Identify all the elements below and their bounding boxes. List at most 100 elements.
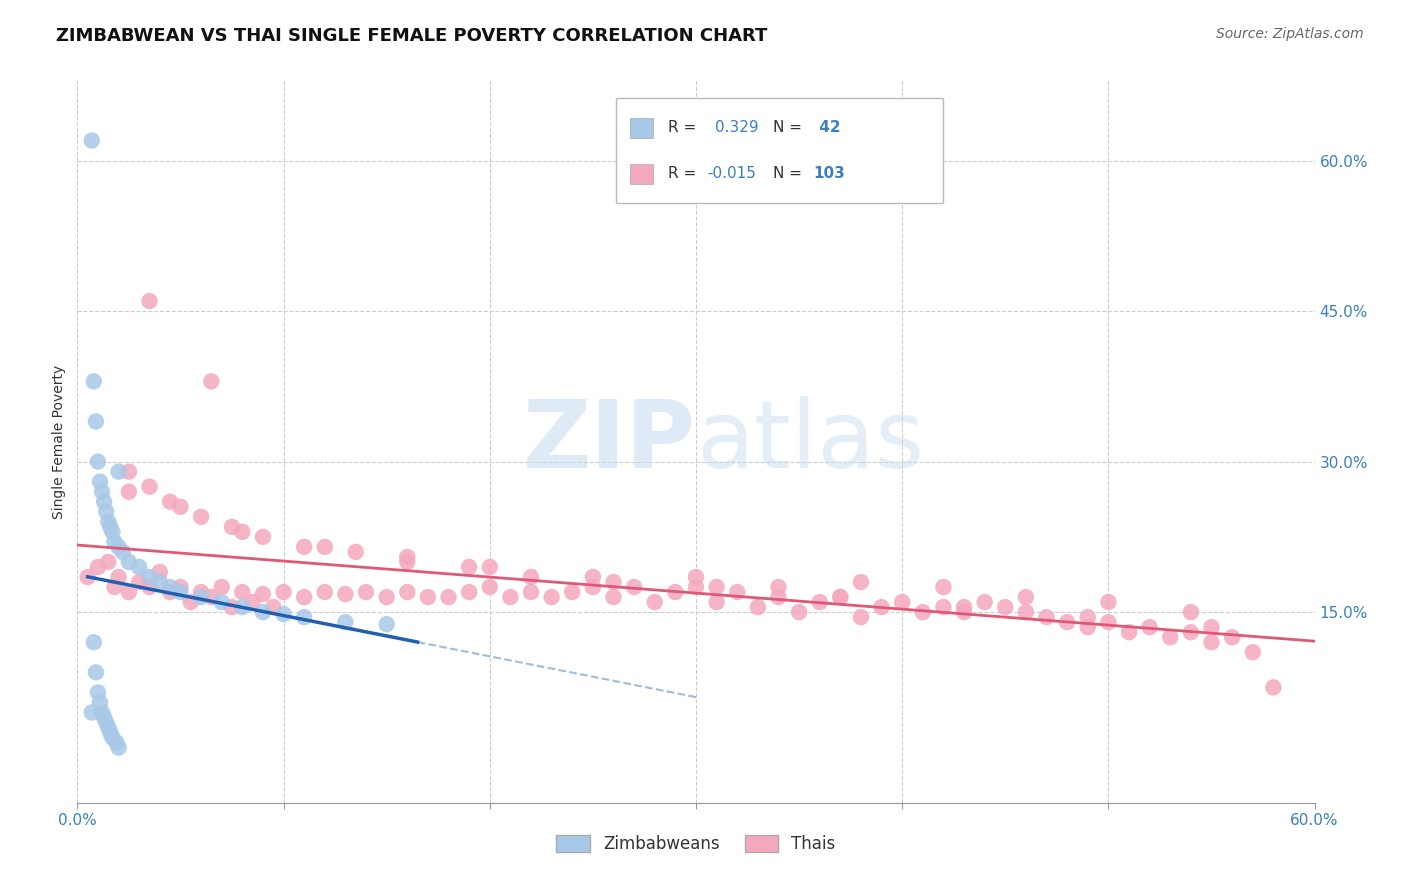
Point [169, 580, 191, 594]
Text: N =: N = [773, 120, 807, 136]
Point [128, 560, 150, 574]
Point [602, 590, 624, 604]
Point [787, 605, 810, 619]
Bar [630, 163, 652, 184]
Point [292, 590, 315, 604]
Point [478, 560, 501, 574]
Point [1159, 630, 1181, 644]
Point [231, 524, 253, 539]
Point [149, 565, 172, 579]
Point [1241, 645, 1264, 659]
Point [118, 465, 141, 479]
Point [870, 600, 893, 615]
Point [159, 585, 181, 599]
Point [1056, 615, 1078, 630]
Point [849, 575, 872, 590]
Point [973, 595, 995, 609]
Point [623, 580, 645, 594]
Point [520, 585, 543, 599]
Point [292, 540, 315, 554]
Point [169, 500, 191, 514]
Point [664, 585, 686, 599]
Point [231, 585, 253, 599]
Point [1015, 605, 1038, 619]
Point [107, 540, 129, 554]
Point [644, 595, 666, 609]
Point [107, 465, 129, 479]
Point [103, 580, 125, 594]
Point [97, 721, 120, 735]
Text: ZIP: ZIP [523, 395, 696, 488]
Point [314, 540, 336, 554]
Point [1015, 590, 1038, 604]
Text: R =: R = [668, 166, 700, 181]
Legend: Zimbabweans, Thais: Zimbabweans, Thais [550, 828, 842, 860]
Point [1077, 610, 1099, 624]
Y-axis label: Single Female Poverty: Single Female Poverty [52, 365, 66, 518]
Point [706, 595, 728, 609]
Point [190, 590, 212, 604]
Point [273, 585, 295, 599]
Point [1220, 630, 1243, 644]
Point [169, 585, 191, 599]
Point [747, 600, 769, 615]
Point [83, 635, 105, 649]
Point [292, 610, 315, 624]
Point [582, 580, 605, 594]
Point [83, 375, 105, 389]
Point [396, 555, 419, 569]
Point [242, 595, 264, 609]
Point [252, 587, 274, 601]
Point [98, 725, 121, 739]
Point [458, 585, 481, 599]
Point [180, 595, 202, 609]
Point [375, 617, 398, 632]
Point [891, 595, 914, 609]
Text: R =: R = [668, 120, 706, 136]
Point [211, 580, 233, 594]
Point [190, 509, 212, 524]
Text: -0.015: -0.015 [707, 166, 756, 181]
Point [107, 740, 129, 755]
Point [149, 575, 172, 590]
Point [211, 595, 233, 609]
Point [87, 560, 110, 574]
Point [335, 615, 357, 630]
Point [107, 570, 129, 584]
Point [1139, 620, 1161, 634]
Point [262, 600, 284, 615]
Point [437, 590, 460, 604]
Point [1035, 610, 1057, 624]
Point [138, 480, 160, 494]
Point [87, 455, 110, 469]
Point [118, 585, 141, 599]
Point [231, 600, 253, 615]
Point [252, 530, 274, 544]
Point [1263, 681, 1285, 695]
Point [200, 375, 222, 389]
Point [520, 570, 543, 584]
Point [335, 587, 357, 601]
Point [725, 585, 748, 599]
Point [93, 494, 115, 508]
Point [478, 580, 501, 594]
Point [98, 520, 121, 534]
Text: atlas: atlas [696, 395, 924, 488]
Point [138, 580, 160, 594]
Point [89, 475, 111, 489]
Text: 0.329: 0.329 [714, 120, 758, 136]
Point [1201, 635, 1223, 649]
Point [344, 545, 367, 559]
Point [101, 731, 124, 745]
Point [540, 590, 562, 604]
Point [84, 414, 107, 429]
Point [96, 715, 118, 730]
Text: 42: 42 [814, 120, 841, 136]
Point [221, 600, 243, 615]
Point [1097, 615, 1119, 630]
Point [354, 585, 377, 599]
Point [375, 590, 398, 604]
Point [808, 595, 831, 609]
Point [91, 706, 114, 720]
Point [93, 710, 115, 724]
